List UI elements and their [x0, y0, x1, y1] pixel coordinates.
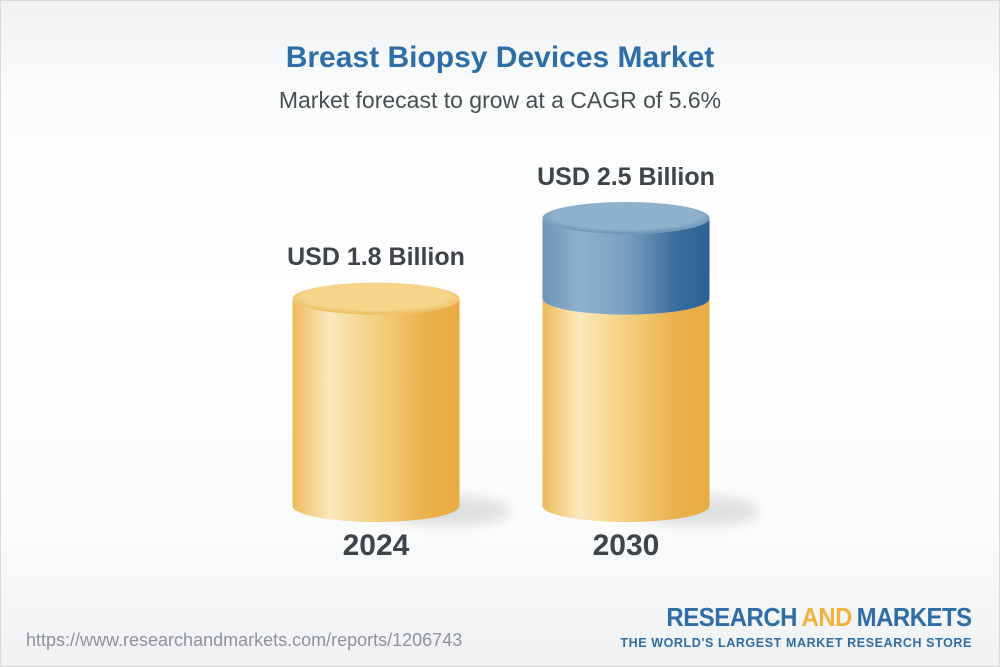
logo-word-and: AND	[801, 602, 853, 632]
logo-word-research: RESEARCH	[666, 602, 798, 632]
segment-gold-2030	[542, 298, 710, 522]
cylinder-top-2030	[542, 202, 710, 234]
segment-blue-2030	[542, 218, 710, 315]
cylinder-top-2024	[292, 282, 460, 315]
logo-word-markets: MARKETS	[856, 602, 973, 632]
value-label-2030: USD 2.5 Billion	[537, 163, 715, 191]
page-subtitle: Market forecast to grow at a CAGR of 5.6…	[278, 87, 722, 113]
page-title: Breast Biopsy Devices Market	[285, 41, 715, 74]
logo-tagline: THE WORLD'S LARGEST MARKET RESEARCH STOR…	[620, 636, 972, 650]
axis-label-2030: 2030	[592, 529, 660, 562]
segment-gold-2024	[292, 298, 460, 522]
cylinder-bar-2030	[542, 202, 760, 526]
research-and-markets-logo[interactable]: RESEARCH AND MARKETS THE WORLD'S LARGEST M…	[620, 602, 972, 650]
axis-label-2024: 2024	[342, 529, 410, 562]
logo-wordmark: RESEARCH AND MARKETS	[648, 602, 973, 633]
value-label-2024: USD 1.8 Billion	[287, 243, 465, 271]
report-url-link[interactable]: https://www.researchandmarkets.com/repor…	[26, 630, 463, 650]
cylinder-bar-2024	[292, 282, 510, 526]
